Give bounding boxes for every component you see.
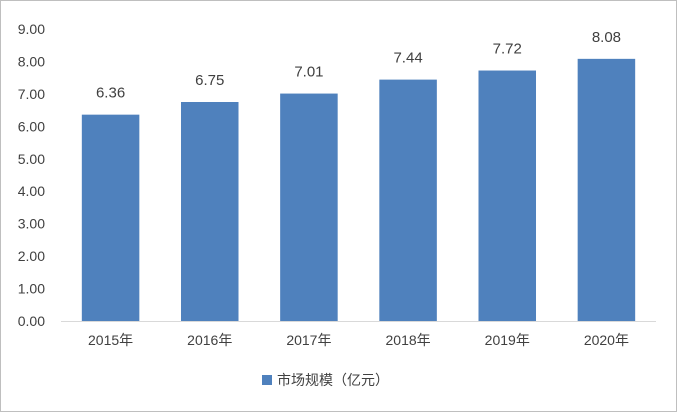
x-axis: 2015年 2016年 2017年 2018年 2019年 2020年 [61,321,656,348]
y-tick-label: 9.00 [18,21,45,37]
legend: 市场规模（亿元） [262,372,389,389]
legend-swatch [262,375,272,385]
bars-group [81,58,636,322]
data-label: 7.01 [294,64,323,81]
data-labels-group: 6.36 6.75 7.01 7.44 7.72 8.08 [96,29,621,102]
data-label: 6.75 [195,72,224,89]
y-tick-label: 0.00 [18,313,45,329]
data-label: 8.08 [592,29,621,46]
y-tick-label: 6.00 [18,118,45,134]
y-tick-label: 1.00 [18,281,45,297]
x-tick-label: 2016年 [187,332,232,348]
x-tick-label: 2020年 [584,332,629,348]
y-tick-label: 7.00 [18,86,45,102]
x-tick-label: 2015年 [88,332,133,348]
bar [577,58,636,322]
y-axis: 0.00 1.00 2.00 3.00 4.00 5.00 6.00 7.00 8.00 9.00 [18,21,45,329]
bar [478,70,537,321]
data-label: 7.72 [493,41,522,58]
x-tick-label: 2019年 [485,332,530,348]
bar [379,79,437,321]
bar [180,102,239,321]
x-tick-label: 2017年 [286,332,331,348]
data-label: 6.36 [96,85,125,102]
y-tick-label: 5.00 [18,151,45,167]
bar [81,114,140,321]
y-tick-label: 8.00 [18,53,45,69]
legend-label: 市场规模（亿元） [277,372,389,389]
y-tick-label: 2.00 [18,248,45,264]
y-tick-label: 4.00 [18,183,45,199]
x-tick-label: 2018年 [386,332,431,348]
bar [280,93,338,321]
data-label: 7.44 [393,50,422,67]
y-tick-label: 3.00 [18,216,45,232]
